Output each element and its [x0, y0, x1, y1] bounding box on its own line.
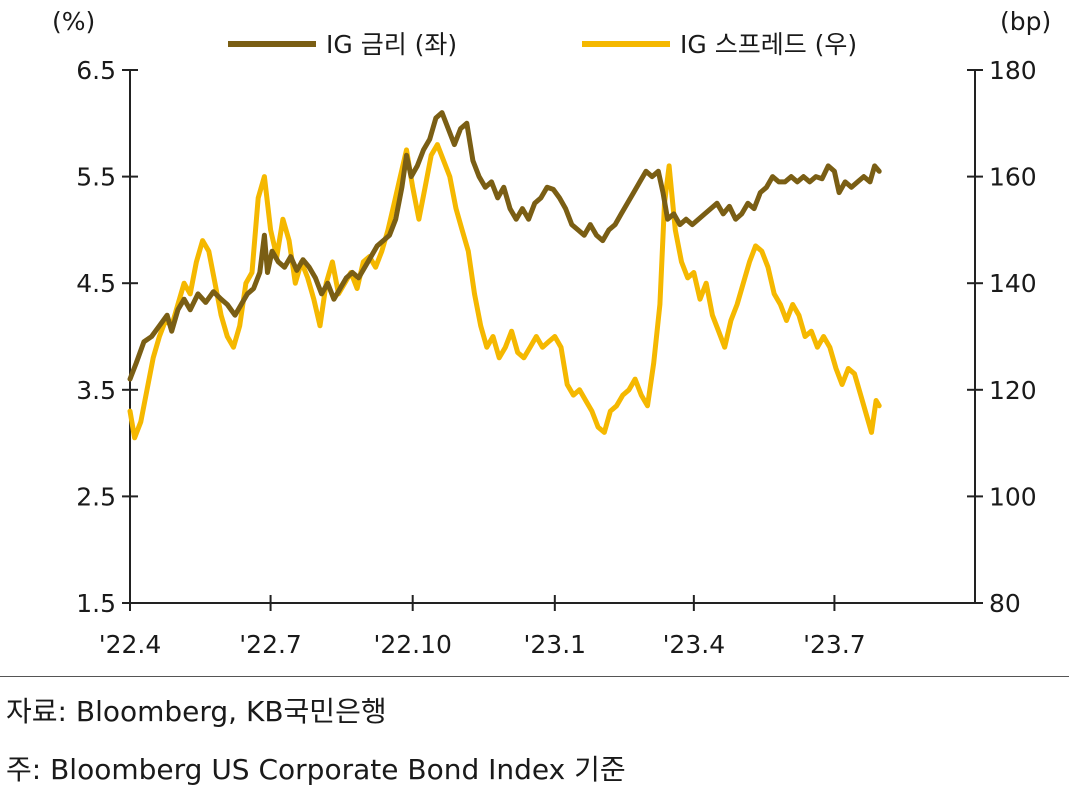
- footnote-divider: [0, 676, 1069, 677]
- basis-note: 주: Bloomberg US Corporate Bond Index 기준: [6, 753, 626, 786]
- left-tick-label: 3.5: [76, 376, 116, 405]
- right-unit-label: (bp): [1000, 7, 1051, 36]
- x-axis-ticks: '22.4 '22.7 '22.10 '23.1 '23.4 '23.7: [99, 595, 866, 659]
- legend-label-ig-rate: IG 금리 (좌): [326, 30, 457, 59]
- left-axis-ticks: 1.5 2.5 3.5 4.5 5.5 6.5: [76, 56, 138, 618]
- x-tick-label: '23.1: [524, 630, 587, 659]
- right-tick-label: 160: [989, 163, 1037, 192]
- legend-label-ig-spread: IG 스프레드 (우): [680, 30, 857, 59]
- right-tick-label: 180: [989, 56, 1037, 85]
- left-tick-label: 6.5: [76, 56, 116, 85]
- left-tick-label: 2.5: [76, 482, 116, 511]
- x-tick-label: '23.7: [803, 630, 866, 659]
- left-tick-label: 1.5: [76, 589, 116, 618]
- x-tick-label: '23.4: [663, 630, 726, 659]
- ig-spread-line: [127, 142, 882, 441]
- left-tick-label: 5.5: [76, 163, 116, 192]
- right-tick-label: 140: [989, 269, 1037, 298]
- line-chart: (%) (bp) IG 금리 (좌) IG 스프레드 (우) 1.5 2.5 3.5…: [52, 7, 1051, 659]
- left-unit-label: (%): [52, 7, 95, 36]
- x-tick-label: '22.7: [239, 630, 302, 659]
- series-layer: [127, 110, 882, 441]
- right-tick-label: 120: [989, 376, 1037, 405]
- x-tick-label: '22.10: [373, 630, 451, 659]
- ig-rate-line: [127, 110, 882, 382]
- x-tick-label: '22.4: [99, 630, 162, 659]
- source-note: 자료: Bloomberg, KB국민은행: [6, 695, 387, 728]
- left-tick-label: 4.5: [76, 269, 116, 298]
- legend: IG 금리 (좌) IG 스프레드 (우): [228, 30, 857, 59]
- right-tick-label: 80: [989, 589, 1021, 618]
- right-axis-ticks: 80 100 120 140 160 180: [967, 56, 1037, 618]
- right-tick-label: 100: [989, 482, 1037, 511]
